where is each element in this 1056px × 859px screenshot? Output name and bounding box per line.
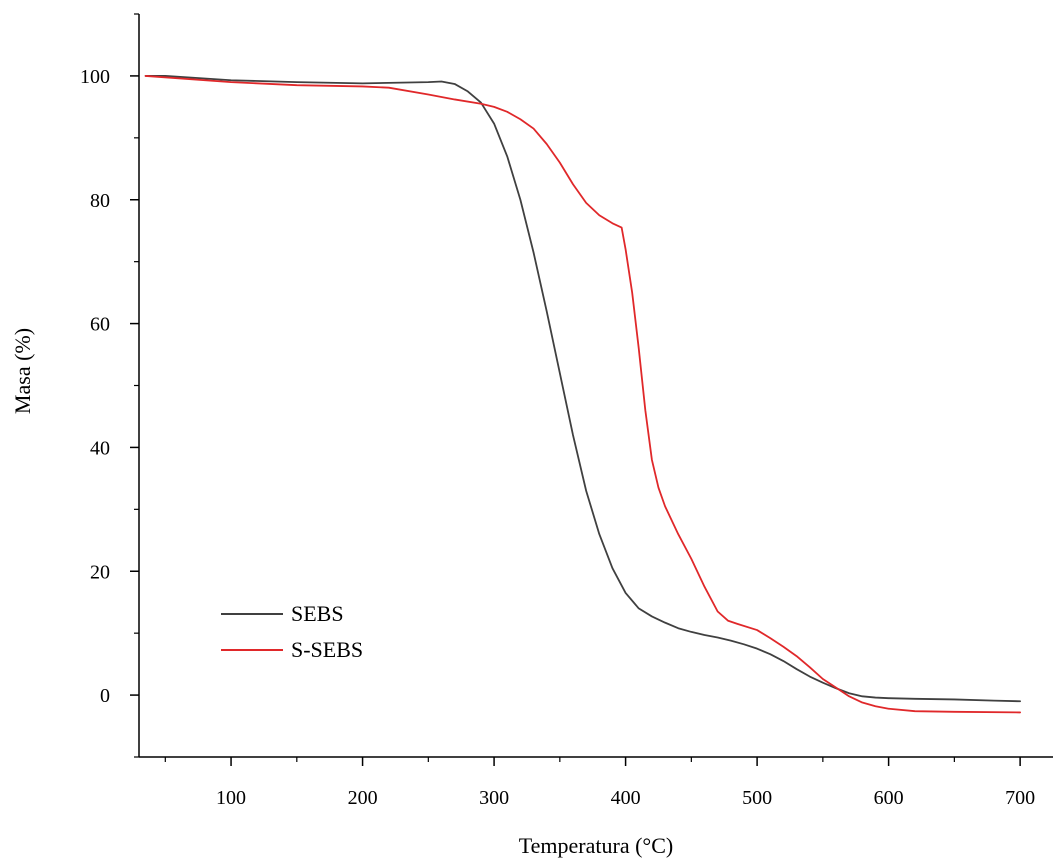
series-group bbox=[144, 75, 1022, 714]
y-axis-title: Masa (%) bbox=[10, 328, 35, 414]
y-tick-label: 40 bbox=[90, 437, 110, 459]
x-tick-label: 100 bbox=[216, 787, 246, 809]
y-tick-label: 60 bbox=[90, 314, 110, 336]
x-tick-label: 700 bbox=[1005, 787, 1035, 809]
x-tick-label: 400 bbox=[611, 787, 641, 809]
plot-area: 100 200 300 400 500 600 700 0 20 40 60 80 100 bbox=[80, 13, 1053, 809]
legend-label-s-sebs: S-SEBS bbox=[291, 637, 363, 662]
x-tick-label: 200 bbox=[348, 787, 378, 809]
x-tick-label: 600 bbox=[874, 787, 904, 809]
series-line-s-sebs bbox=[144, 75, 1022, 714]
series-line-sebs bbox=[144, 75, 1022, 703]
x-axis-title: Temperatura (°C) bbox=[519, 833, 673, 858]
legend: SEBS S-SEBS bbox=[221, 601, 363, 662]
y-ticks: 0 20 40 60 80 100 bbox=[80, 13, 139, 758]
legend-label-sebs: SEBS bbox=[291, 601, 344, 626]
y-tick-label: 80 bbox=[90, 190, 110, 212]
x-tick-label: 300 bbox=[479, 787, 509, 809]
x-ticks: 100 200 300 400 500 600 700 bbox=[164, 757, 1035, 809]
y-tick-label: 100 bbox=[80, 66, 110, 88]
x-tick-label: 500 bbox=[742, 787, 772, 809]
y-tick-label: 0 bbox=[100, 685, 110, 707]
y-tick-label: 20 bbox=[90, 561, 110, 583]
